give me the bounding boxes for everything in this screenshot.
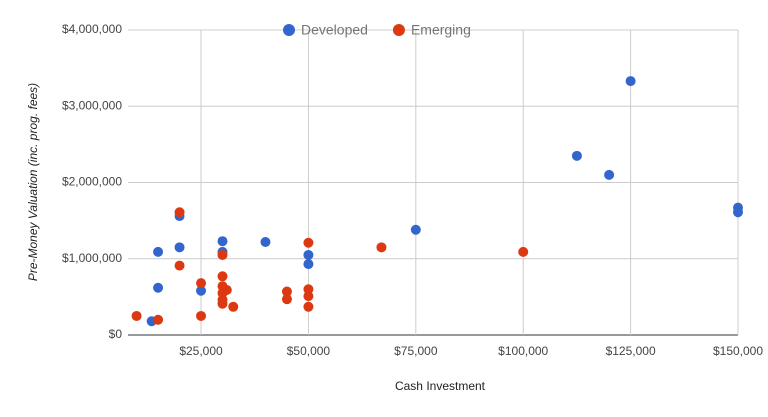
point: [625, 76, 636, 87]
point: [303, 301, 314, 312]
legend-marker: [392, 24, 405, 36]
point: [174, 207, 185, 218]
point: [281, 294, 292, 305]
point: [131, 310, 142, 321]
point: [303, 237, 314, 248]
point: [260, 236, 271, 247]
point: [303, 249, 314, 260]
point: [410, 224, 421, 235]
point: [196, 278, 207, 289]
y-tick-label: $4,000,000: [62, 22, 122, 36]
y-tick-label: $1,000,000: [62, 251, 122, 265]
x-tick-label: $75,000: [394, 344, 438, 358]
y-tick-label: $2,000,000: [62, 175, 122, 189]
point: [196, 285, 207, 296]
point: [228, 301, 239, 312]
point: [733, 207, 743, 218]
x-tick-label: $25,000: [179, 344, 223, 358]
legend-marker: [283, 24, 295, 36]
point: [217, 271, 228, 282]
legend-label: Developed: [301, 22, 368, 38]
point: [303, 291, 314, 302]
point: [217, 249, 228, 260]
x-tick-label: $100,000: [498, 344, 548, 358]
point: [217, 298, 228, 309]
y-axis-title: Pre-Money Valuation (inc. prog. fees): [26, 83, 40, 281]
point: [217, 236, 228, 247]
point: [153, 282, 164, 293]
point: [174, 260, 185, 271]
x-tick-label: $150,000: [713, 344, 763, 358]
point: [518, 246, 529, 257]
point: [281, 286, 292, 297]
point: [221, 285, 232, 296]
y-tick-label: $3,000,000: [62, 98, 122, 112]
point: [174, 242, 185, 253]
y-tick-label: $0: [109, 327, 123, 341]
point: [571, 150, 582, 161]
point: [604, 169, 615, 180]
point: [376, 242, 387, 253]
legend-label: Emerging: [411, 22, 471, 38]
x-tick-label: $50,000: [287, 344, 331, 358]
point: [303, 284, 314, 295]
x-tick-label: $125,000: [606, 344, 656, 358]
point: [153, 314, 164, 325]
x-axis-title: Cash Investment: [395, 379, 486, 393]
point: [153, 246, 164, 257]
point: [196, 310, 207, 321]
point: [303, 259, 314, 270]
